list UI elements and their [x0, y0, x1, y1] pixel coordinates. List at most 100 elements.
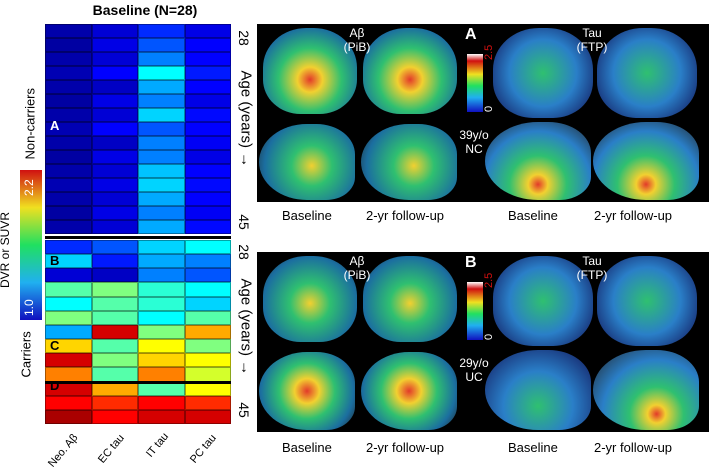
- carriers-label: Carriers: [18, 331, 34, 378]
- heatmap-cell-noncarrier-13-2: [138, 206, 185, 220]
- heatmap-cell-noncarrier-5-1: [91, 94, 138, 108]
- tau-label-b: Tau (FTP): [576, 254, 608, 282]
- heatmap-cell-noncarrier-0-1: [91, 24, 138, 38]
- noncarriers-label: Non-carriers: [22, 87, 38, 160]
- col-label-it-tau: IT tau: [144, 430, 172, 460]
- heatmap-cell-carrier-6-2: [138, 324, 185, 340]
- heatmap-cell-noncarrier-13-0: [45, 206, 92, 220]
- heatmap-cell-carrier-6-0: [45, 324, 92, 340]
- heatmap-cell-carrier-2-3: [184, 268, 231, 283]
- tau-coronal-baseline-b: [493, 256, 593, 346]
- heatmap-cell-carrier-6-1: [91, 324, 138, 340]
- abeta-coronal-baseline: [263, 28, 357, 114]
- heatmap-cell-carrier-0-1: [91, 240, 138, 255]
- heatmap-cell-noncarrier-10-0: [45, 164, 92, 178]
- heatmap-cell-noncarrier-1-2: [138, 38, 185, 52]
- scan-colorbar-a: [467, 54, 483, 112]
- heatmap-cell-carrier-1-0: [45, 254, 92, 269]
- heatmap-cell-carrier-3-0: [45, 282, 92, 297]
- age-arrow-icon: →: [237, 152, 255, 168]
- abeta-coronal-baseline-b: [263, 256, 357, 342]
- tau-label: Tau (FTP): [576, 26, 608, 54]
- heatmap-cell-noncarrier-12-0: [45, 192, 92, 206]
- heatmap-cell-carrier-1-2: [138, 254, 185, 269]
- heatmap-cell-noncarrier-14-2: [138, 220, 185, 234]
- heatmap-cell-noncarrier-6-2: [138, 108, 185, 122]
- row-letter-b: B: [50, 253, 60, 268]
- heatmap-cell-noncarrier-1-3: [184, 38, 231, 52]
- abeta-label: Aβ (PiB): [343, 26, 371, 54]
- caption-b-abeta-baseline: Baseline: [282, 440, 332, 455]
- abeta-sagittal-baseline-b: [259, 352, 355, 430]
- heatmap-colorbar: [20, 170, 42, 320]
- heatmap-cell-carrier-5-2: [138, 310, 185, 325]
- heatmap-cell-noncarrier-11-2: [138, 178, 185, 192]
- heatmap-cell-noncarrier-0-3: [184, 24, 231, 38]
- heatmap-title: Baseline (N=28): [92, 2, 198, 18]
- heatmap-cell-carrier-9-2: [138, 367, 185, 382]
- heatmap-cell-carrier-1-3: [184, 254, 231, 269]
- heatmap-cell-noncarrier-4-2: [138, 80, 185, 94]
- scan-panel-a: Aβ (PiB) Tau (FTP) A 2.5 0 39y/o NC: [257, 24, 709, 202]
- heatmap-cell-noncarrier-5-2: [138, 94, 185, 108]
- heatmap-cell-carrier-2-0: [45, 268, 92, 283]
- heatmap-cell-carrier-11-2: [138, 395, 185, 410]
- heatmap-cell-carrier-10-3: [184, 381, 231, 396]
- heatmap-cell-carrier-9-1: [91, 367, 138, 382]
- heatmap-cell-carrier-9-3: [184, 367, 231, 382]
- tau-coronal-followup: [597, 28, 697, 118]
- group-separator: [45, 236, 231, 239]
- heatmap-cell-noncarrier-12-1: [91, 192, 138, 206]
- age-top-carriers: 28: [235, 244, 252, 260]
- age-arrow-icon: →: [237, 360, 255, 376]
- heatmap-cell-noncarrier-10-2: [138, 164, 185, 178]
- heatmap-cell-noncarrier-14-1: [91, 220, 138, 234]
- heatmap-grid: [45, 24, 231, 424]
- heatmap-cell-carrier-8-1: [91, 353, 138, 368]
- heatmap-cell-noncarrier-3-3: [184, 66, 231, 80]
- heatmap-cell-carrier-11-3: [184, 395, 231, 410]
- heatmap-cell-noncarrier-12-2: [138, 192, 185, 206]
- heatmap-cell-noncarrier-4-0: [45, 80, 92, 94]
- heatmap-colorbar-min: 1.0: [22, 299, 36, 316]
- heatmap-cell-carrier-2-2: [138, 268, 185, 283]
- heatmap-cell-noncarrier-2-1: [91, 52, 138, 66]
- heatmap-cell-carrier-1-1: [91, 254, 138, 269]
- subject-label-b: 29y/o UC: [459, 356, 489, 384]
- tau-sagittal-followup-b: [593, 350, 699, 430]
- scan-colorbar-b: [467, 282, 483, 340]
- heatmap-cell-noncarrier-11-3: [184, 178, 231, 192]
- abeta-sagittal-followup-b: [361, 352, 457, 430]
- abeta-coronal-followup-b: [363, 256, 457, 342]
- heatmap-cell-carrier-12-3: [184, 409, 231, 424]
- heatmap-cell-carrier-11-1: [91, 395, 138, 410]
- col-label-neo-abeta: Neo. Aβ: [46, 431, 81, 470]
- subject-label-a: 39y/o NC: [459, 128, 489, 156]
- heatmap-cell-carrier-7-2: [138, 339, 185, 354]
- heatmap-cell-noncarrier-10-3: [184, 164, 231, 178]
- age-top-noncarriers: 28: [235, 30, 252, 46]
- heatmap-cell-noncarrier-11-0: [45, 178, 92, 192]
- heatmap-cell-carrier-6-3: [184, 324, 231, 340]
- panel-letter-a: A: [465, 26, 477, 43]
- heatmap-cell-noncarrier-5-0: [45, 94, 92, 108]
- abeta-label-b: Aβ (PiB): [343, 254, 371, 282]
- heatmap-cell-noncarrier-8-1: [91, 136, 138, 150]
- heatmap-cell-carrier-8-0: [45, 353, 92, 368]
- scan-colorbar-b-max: 2.5: [483, 272, 495, 288]
- heatmap-cell-noncarrier-6-3: [184, 108, 231, 122]
- heatmap-cell-carrier-5-3: [184, 310, 231, 325]
- heatmap-cell-noncarrier-3-2: [138, 66, 185, 80]
- scan-panel-b: Aβ (PiB) Tau (FTP) B 2.5 0 29y/o UC: [257, 252, 709, 432]
- heatmap-cell-noncarrier-7-3: [184, 122, 231, 136]
- heatmap-cell-carrier-3-3: [184, 282, 231, 297]
- heatmap-cell-noncarrier-7-2: [138, 122, 185, 136]
- heatmap-cell-noncarrier-12-3: [184, 192, 231, 206]
- heatmap-cell-carrier-10-2: [138, 381, 185, 396]
- heatmap-cell-carrier-10-1: [91, 381, 138, 396]
- caption-a-tau-followup: 2-yr follow-up: [594, 208, 673, 223]
- heatmap-cell-noncarrier-8-0: [45, 136, 92, 150]
- heatmap-cell-noncarrier-14-3: [184, 220, 231, 234]
- heatmap-cell-carrier-0-2: [138, 240, 185, 255]
- col-label-ec-tau: EC tau: [96, 432, 127, 466]
